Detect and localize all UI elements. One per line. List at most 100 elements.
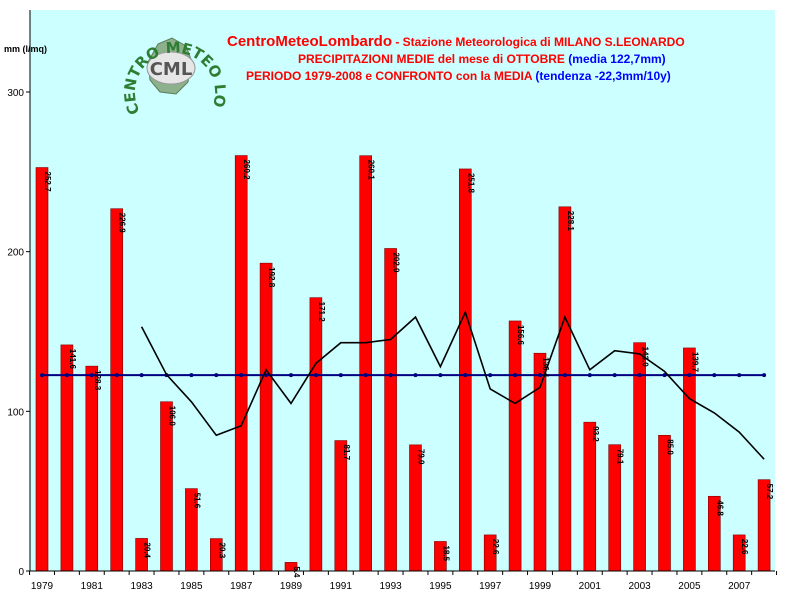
bar-value-label: 260.1 [367,160,376,181]
mean-marker [264,373,269,378]
plot-area [30,10,775,571]
bar-value-label: 22.6 [740,539,749,555]
bar-value-label: 93.2 [591,426,600,442]
trend-line [140,310,765,460]
bar-value-label: 85.0 [666,439,675,455]
mean-marker [762,373,767,378]
y-tick-label: 0 [18,567,24,578]
bar-value-label: 171.2 [317,302,326,323]
title-line-3-red: PERIODO 1979-2008 e CONFRONTO con la MED… [246,69,533,83]
bar-value-label: 143.0 [641,347,650,368]
bar-2005 [683,347,696,572]
title-line-3-blue: (tendenza -22,3mm/10y) [532,69,671,83]
bar-value-label: 57.2 [765,484,774,500]
title-station: - Stazione Meteorologica di MILANO S.LEO… [392,35,685,49]
mean-marker [413,373,418,378]
bar-value-label: 136.4 [541,357,550,378]
title-line-2: PRECIPITAZIONI MEDIE del mese di OTTOBRE… [298,52,666,66]
bar-value-label: 81.7 [342,445,351,461]
mean-marker [338,373,343,378]
mean-marker [637,373,642,378]
mean-marker [239,373,244,378]
x-tick-label: 1993 [379,581,402,592]
bar-value-label: 20.4 [143,542,152,558]
bar-value-label: 192.8 [267,267,276,288]
mean-marker [587,373,592,378]
bar-2004 [658,434,671,572]
y-axis-label: mm (l/mq) [4,44,47,54]
logo-badge [146,51,196,85]
bar-value-label: 79.0 [417,449,426,465]
bar-2001 [583,421,597,572]
bar-1990 [309,297,323,572]
bar-1992 [359,155,373,572]
bar-value-label: 251.8 [466,173,475,194]
title-line-3: PERIODO 1979-2008 e CONFRONTO con la MED… [246,69,671,83]
bar-value-label: 141.6 [68,349,77,370]
bar-1980 [60,344,74,572]
x-tick-label: 1995 [429,581,452,592]
bar-value-label: 228.1 [566,211,575,232]
y-tick-label: 200 [7,248,24,259]
bar-value-label: 22.6 [491,539,500,555]
x-tick-label: 1991 [330,581,353,592]
bar-1993 [384,248,397,572]
mean-marker [313,373,318,378]
mean-marker [513,373,518,378]
title-brand: CentroMeteoLombardo [227,33,392,50]
bar-value-label: 252.7 [43,172,52,193]
bar-1987 [234,155,248,572]
bar-1982 [110,208,123,572]
title-line-2-blue: (media 122,7mm) [565,52,666,66]
x-tick-label: 2001 [579,581,602,592]
x-tick-label: 2007 [728,581,751,592]
mean-marker [612,373,617,378]
mean-marker [712,373,717,378]
bar-1998 [508,320,522,572]
x-tick-label: 1981 [81,581,104,592]
bar-value-label: 79.1 [616,449,625,465]
bar-1996 [458,168,472,572]
mean-marker [388,373,393,378]
bar-value-label: 226.9 [118,213,127,234]
bar-2000 [558,206,572,572]
mean-marker [139,373,144,378]
mean-marker [463,373,468,378]
bar-value-label: 46.8 [715,500,724,516]
bar-1981 [85,365,99,572]
bar-1984 [160,401,173,572]
x-tick-label: 1999 [529,581,552,592]
logo-initials: CML [150,59,193,80]
bar-value-label: 128.3 [93,370,102,391]
bar-value-label: 18.5 [441,545,450,561]
bar-1979 [35,167,49,572]
x-tick-label: 1985 [180,581,203,592]
x-tick-label: 2003 [628,581,651,592]
bar-value-label: 260.2 [242,160,251,181]
bar-value-label: 20.3 [217,543,226,559]
x-tick-label: 1989 [280,581,303,592]
y-tick-label: 300 [7,88,24,99]
y-tick-label: 100 [7,407,24,418]
mean-marker [662,373,667,378]
title-line-2-red: PRECIPITAZIONI MEDIE del mese di OTTOBRE [298,52,565,66]
mean-marker [114,373,119,378]
x-tick-label: 1983 [130,581,153,592]
x-tick-label: 1997 [479,581,502,592]
bar-1988 [259,262,273,572]
mean-marker [488,373,493,378]
mean-marker [687,373,692,378]
bar-value-label: 106.0 [168,406,177,427]
x-tick-label: 2005 [678,581,701,592]
mean-marker [214,373,219,378]
mean-marker [363,373,368,378]
mean-marker [438,373,443,378]
mean-marker [189,373,194,378]
bar-value-label: 156.6 [516,325,525,346]
mean-marker [289,373,293,378]
mean-marker [538,373,542,378]
mean-marker [40,373,44,378]
bar-value-label: 139.7 [690,352,699,373]
